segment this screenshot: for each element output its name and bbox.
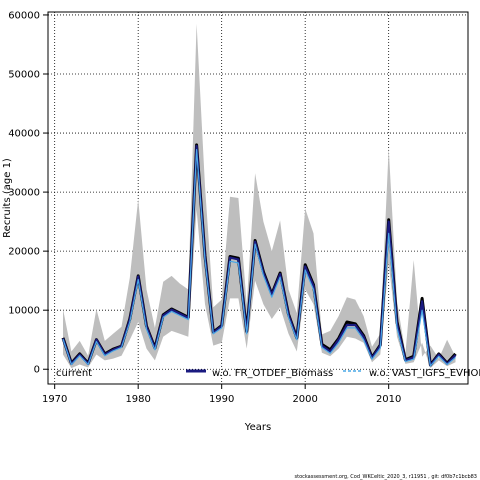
series-line-fr-otdef: [61, 144, 457, 367]
x-tick-label: 1980: [125, 394, 150, 405]
y-tick-label: 0: [34, 365, 40, 376]
x-tick-label: 1990: [209, 394, 234, 405]
y-tick-label: 50000: [8, 70, 40, 81]
x-axis-title: Years: [244, 422, 271, 433]
y-tick-label: 10000: [8, 306, 40, 317]
series-line-vast-igfs: [62, 149, 456, 367]
y-tick-label: 20000: [8, 247, 40, 258]
legend: current w.o. FR_OTDEF_Biomass w.o. VAST_…: [56, 368, 480, 379]
tick-layer: 1970 1980 1990 2000 2010 0 10000 20000 30000 4000…: [8, 10, 401, 405]
series-layer: [61, 143, 457, 367]
legend-label-current: current: [56, 368, 92, 379]
y-tick-label: 60000: [8, 10, 40, 21]
x-tick-label: 2000: [292, 394, 317, 405]
x-tick-label: 2010: [376, 394, 401, 405]
legend-label-fr-otdef: w.o. FR_OTDEF_Biomass: [212, 368, 333, 379]
plot-frame: [47, 11, 469, 385]
y-axis-title: Recruits (age 1): [2, 158, 13, 238]
footer-credit: stockassessment.org, Cod_WKCeltic_2020_3…: [295, 474, 478, 480]
x-tick-label: 1970: [42, 394, 67, 405]
legend-label-vast-igfs: w.o. VAST_IGFS_EVHOE: [369, 368, 480, 379]
y-tick-label: 40000: [8, 129, 40, 140]
y-tick-label: 30000: [8, 188, 40, 199]
